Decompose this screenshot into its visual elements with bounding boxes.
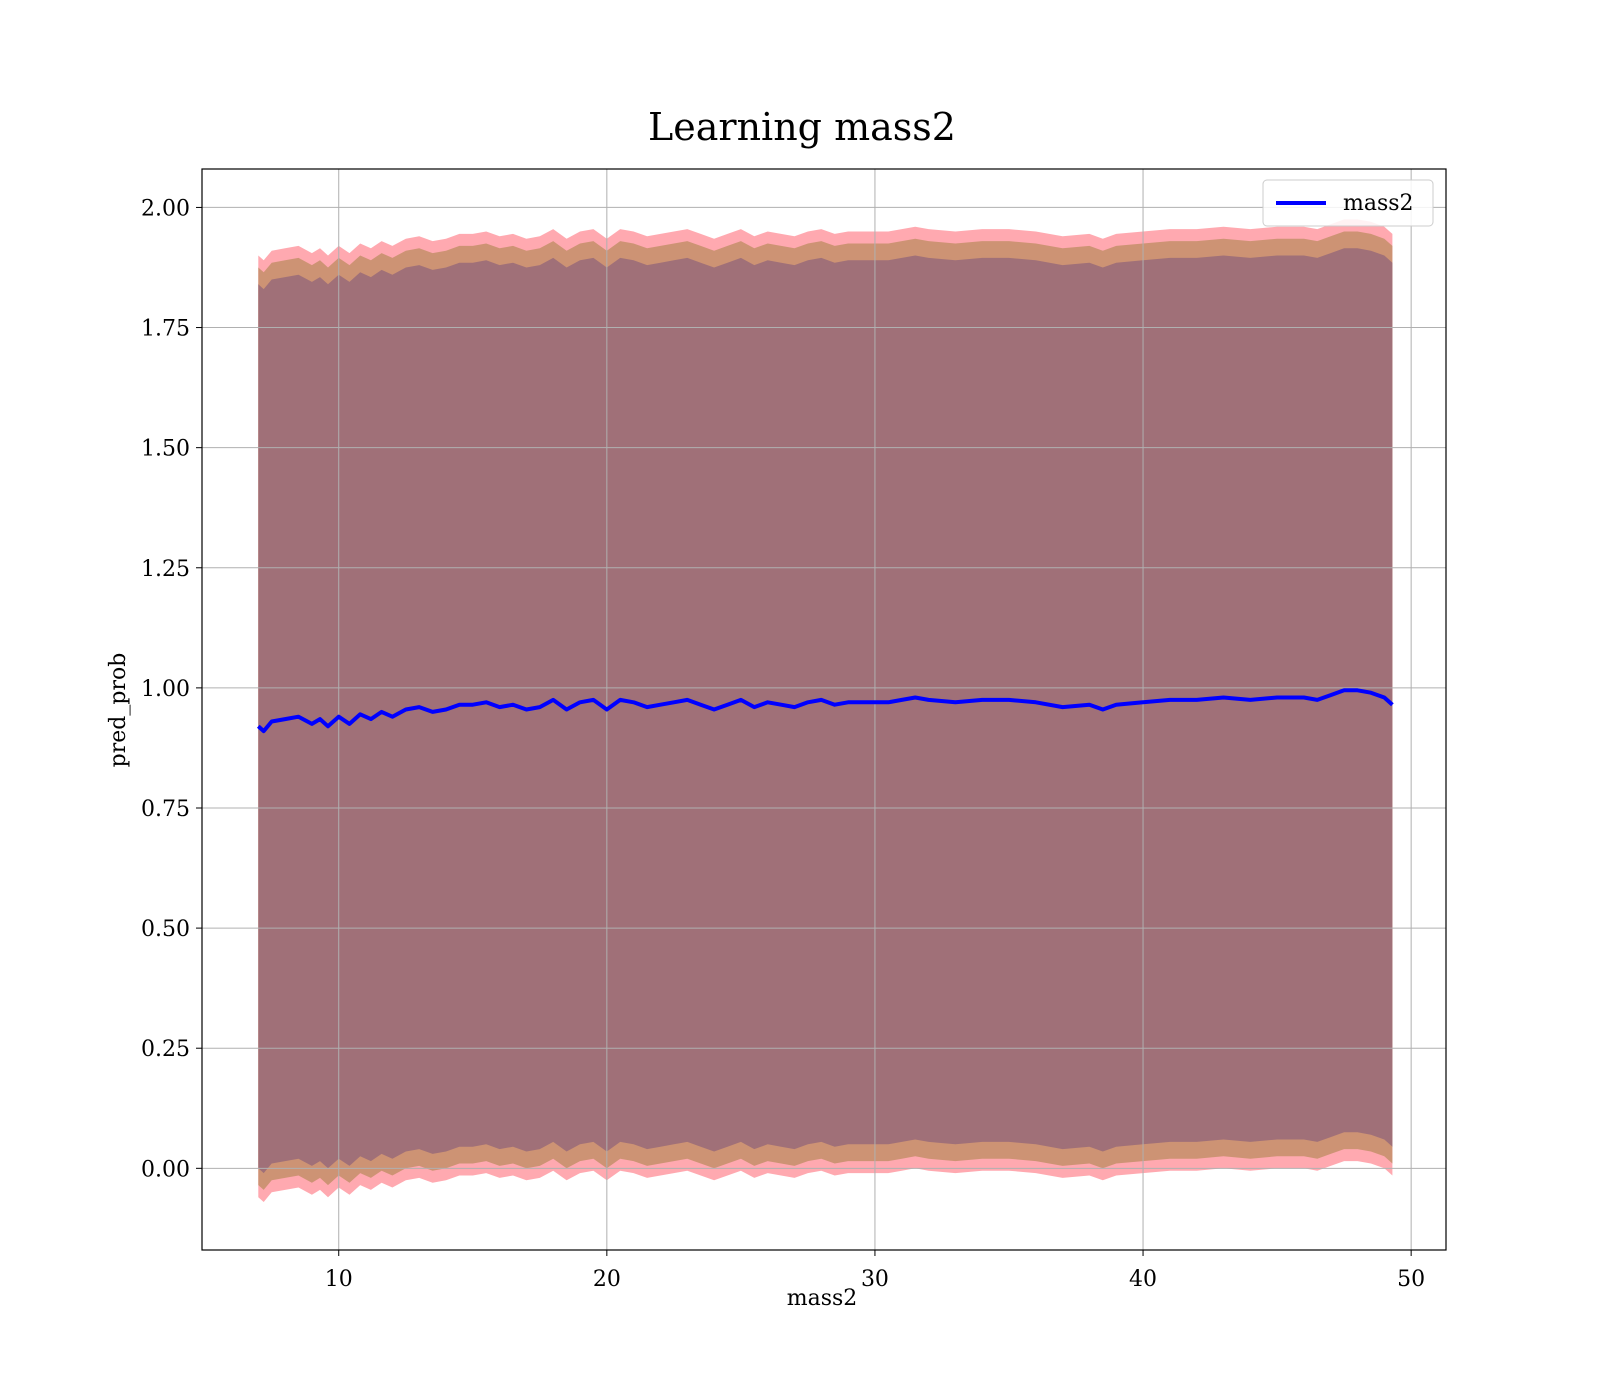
series-line-mass2 <box>256 688 1394 734</box>
y-tick-label: 0.25 <box>141 1037 190 1062</box>
x-tick-label: 20 <box>593 1267 621 1292</box>
y-tick-label: 1.25 <box>141 557 190 582</box>
y-tick-label: 2.00 <box>141 196 190 221</box>
y-tick-label: 1.00 <box>141 677 190 702</box>
legend: mass2 <box>1262 179 1434 227</box>
y-tick-label: 0.75 <box>141 797 190 822</box>
legend-label-mass2: mass2 <box>1343 191 1414 216</box>
y-axis-title: pred_prob <box>106 653 131 768</box>
band-inner <box>258 248 1393 1174</box>
x-axis-title: mass2 <box>787 1286 858 1311</box>
x-tick-label: 10 <box>325 1267 353 1292</box>
y-tick-label: 0.00 <box>141 1157 190 1182</box>
plot-frame <box>201 168 1447 1251</box>
x-tick-label: 50 <box>1397 1267 1425 1292</box>
x-tick-label: 30 <box>861 1267 889 1292</box>
y-tick-label: 1.75 <box>141 317 190 342</box>
y-tick-label: 0.50 <box>141 917 190 942</box>
plot-area: 10 20 30 40 50 0.00 0.25 0.50 0.75 1.00 1.25 1.50 1.… <box>141 168 1447 1292</box>
y-tick-label: 1.50 <box>141 437 190 462</box>
chart-title: Learning mass2 <box>648 105 956 149</box>
x-tick-label: 40 <box>1129 1267 1157 1292</box>
legend-box <box>1262 179 1434 227</box>
